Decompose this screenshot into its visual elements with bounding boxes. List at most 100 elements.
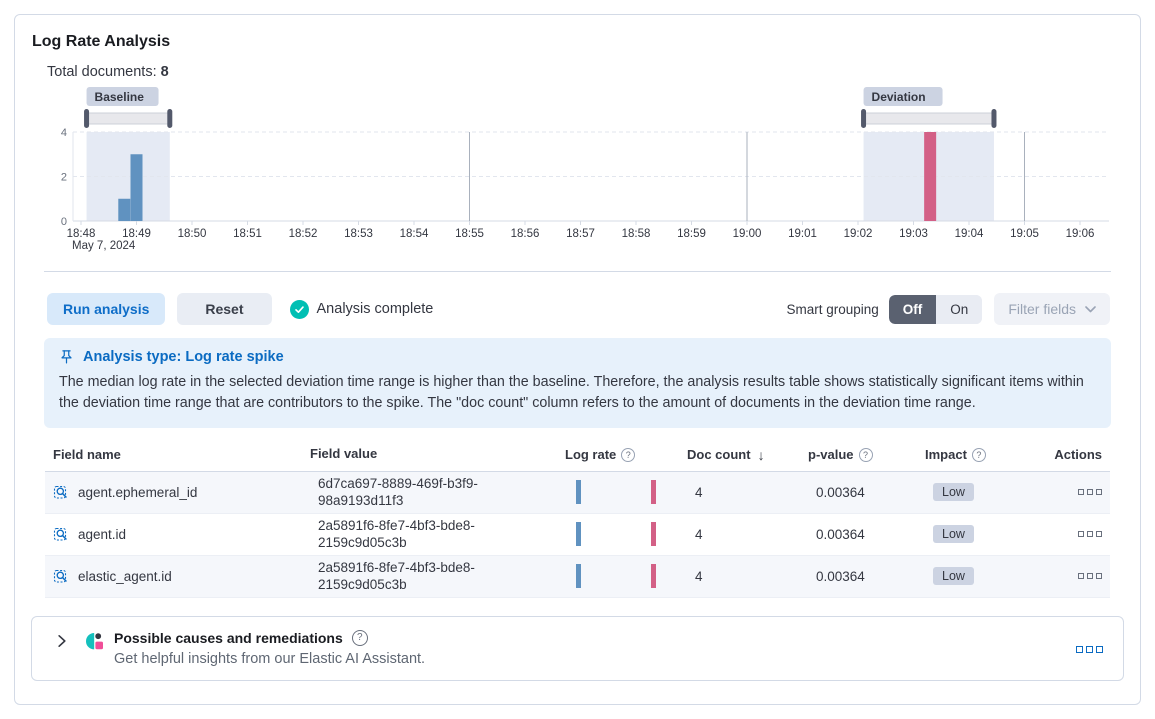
svg-text:18:51: 18:51 [233, 228, 262, 240]
total-documents-label: Total documents: [47, 64, 157, 80]
p-value: 0.00364 [816, 568, 865, 584]
svg-text:19:01: 19:01 [788, 228, 817, 240]
section-divider [44, 271, 1111, 272]
svg-text:18:59: 18:59 [677, 228, 706, 240]
column-header-log-rate[interactable]: Log rate? [565, 439, 687, 471]
filter-fields-button[interactable]: Filter fields [994, 293, 1110, 325]
info-icon[interactable]: ? [621, 447, 636, 462]
deviation-bar [924, 132, 937, 221]
svg-text:18:58: 18:58 [622, 228, 651, 240]
panel-actions-icon[interactable] [1072, 637, 1107, 660]
info-icon[interactable]: ? [858, 447, 873, 462]
baseline-brush-left-handle[interactable] [84, 109, 90, 128]
controls-bar: Run analysis Reset Analysis complete Sma… [47, 293, 1110, 325]
svg-text:19:00: 19:00 [733, 228, 762, 240]
table-row: agent.ephemeral_id 6d7ca697-8889-469f-b3… [45, 471, 1110, 514]
deviation-brush-right-handle[interactable] [991, 109, 997, 128]
field-value: 2a5891f6-8fe7-4bf3-bde8-2159c9d05c3b [318, 559, 475, 593]
field-value: 2a5891f6-8fe7-4bf3-bde8-2159c9d05c3b [318, 517, 475, 551]
deviation-mini-bar [651, 480, 656, 505]
svg-text:0: 0 [61, 216, 67, 228]
info-icon[interactable]: ? [971, 447, 986, 462]
column-header-impact[interactable]: Impact? [925, 447, 1045, 462]
baseline-mini-bar [576, 480, 581, 505]
pin-icon [61, 350, 72, 364]
field-filter-icon[interactable] [53, 484, 69, 500]
analysis-status: Analysis complete [289, 299, 434, 319]
impact-badge: Low [933, 483, 974, 502]
svg-text:18:56: 18:56 [511, 228, 540, 240]
deviation-brush-left-handle[interactable] [861, 109, 867, 128]
doc-count: 4 [695, 568, 703, 584]
svg-text:18:49: 18:49 [122, 228, 151, 240]
doc-count: 4 [695, 484, 703, 500]
svg-text:2: 2 [61, 172, 67, 184]
log-rate-histogram[interactable]: 0 2 4 18:48 18:49 18:50 18:51 18:52 18:53 18:54 18… [31, 86, 1126, 252]
field-value: 6d7ca697-8889-469f-b3f9-98a9193d11f3 [318, 475, 478, 509]
impact-badge: Low [933, 525, 974, 544]
smart-grouping-label: Smart grouping [786, 301, 879, 317]
svg-text:4: 4 [61, 127, 67, 139]
filter-fields-label: Filter fields [1008, 301, 1076, 317]
column-header-p-value[interactable]: p-value? [808, 447, 925, 462]
deviation-mini-bar [651, 522, 656, 547]
svg-text:19:06: 19:06 [1066, 228, 1095, 240]
row-actions-icon[interactable] [1078, 489, 1102, 496]
help-icon[interactable]: ? [351, 629, 368, 646]
row-actions-icon[interactable] [1078, 573, 1102, 580]
svg-text:18:54: 18:54 [400, 228, 429, 240]
sort-desc-icon: ↓ [757, 446, 765, 463]
baseline-window-badge: Baseline [86, 87, 159, 106]
reset-button[interactable]: Reset [177, 293, 272, 325]
check-icon [289, 299, 309, 319]
possible-causes-subtitle: Get helpful insights from our Elastic AI… [114, 650, 426, 667]
baseline-brush-right-handle[interactable] [167, 109, 173, 128]
svg-text:19:05: 19:05 [1010, 228, 1039, 240]
results-table: Field name Field value Log rate? Doc count ↓… [45, 439, 1110, 598]
results-table-header: Field name Field value Log rate? Doc count ↓… [45, 439, 1110, 472]
run-analysis-button[interactable]: Run analysis [47, 293, 166, 325]
smart-grouping-toggle: Off On [888, 294, 983, 324]
analysis-status-label: Analysis complete [316, 301, 434, 317]
log-rate-analysis-panel: Log Rate Analysis Total documents: 8 0 2 4… [14, 14, 1141, 705]
field-filter-icon[interactable] [53, 568, 69, 584]
log-rate-mini-chart [573, 556, 695, 597]
callout-body: The median log rate in the selected devi… [59, 374, 1084, 412]
svg-text:18:55: 18:55 [455, 228, 484, 240]
log-rate-mini-chart [573, 472, 695, 513]
svg-text:19:03: 19:03 [899, 228, 928, 240]
svg-text:18:48: 18:48 [67, 228, 96, 240]
total-documents: Total documents: 8 [47, 64, 1124, 80]
column-header-field-value[interactable]: Field value [310, 446, 378, 462]
possible-causes-panel[interactable]: Possible causes and remediations ? Get h… [31, 615, 1124, 681]
field-filter-icon[interactable] [53, 526, 69, 542]
svg-text:18:57: 18:57 [566, 228, 595, 240]
doc-count: 4 [695, 526, 703, 542]
baseline-bar [130, 154, 143, 221]
expand-chevron-icon[interactable] [54, 633, 69, 649]
table-row: elastic_agent.id 2a5891f6-8fe7-4bf3-bde8… [45, 555, 1110, 598]
elastic-ai-assistant-icon [85, 632, 104, 651]
deviation-brush[interactable] [861, 109, 997, 128]
svg-text:18:50: 18:50 [178, 228, 207, 240]
deviation-window-badge: Deviation [863, 87, 943, 106]
svg-text:May 7, 2024: May 7, 2024 [72, 240, 136, 252]
field-name: elastic_agent.id [78, 568, 172, 584]
column-header-doc-count[interactable]: Doc count ↓ [687, 446, 765, 463]
deviation-mini-bar [651, 564, 656, 589]
field-name: agent.ephemeral_id [78, 484, 198, 500]
smart-grouping-on-button[interactable]: On [936, 294, 983, 324]
column-header-actions[interactable]: Actions [1054, 447, 1102, 463]
svg-text:18:53: 18:53 [344, 228, 373, 240]
column-header-field-name[interactable]: Field name [53, 447, 121, 463]
p-value: 0.00364 [816, 526, 865, 542]
svg-text:19:04: 19:04 [955, 228, 984, 240]
smart-grouping-off-button[interactable]: Off [888, 294, 937, 324]
baseline-brush[interactable] [84, 109, 173, 128]
row-actions-icon[interactable] [1078, 531, 1102, 538]
svg-text:18:52: 18:52 [289, 228, 318, 240]
analysis-type-callout: Analysis type: Log rate spike The median… [44, 338, 1111, 428]
baseline-bar [118, 198, 131, 221]
baseline-mini-bar [576, 564, 581, 589]
total-documents-value: 8 [160, 64, 169, 80]
